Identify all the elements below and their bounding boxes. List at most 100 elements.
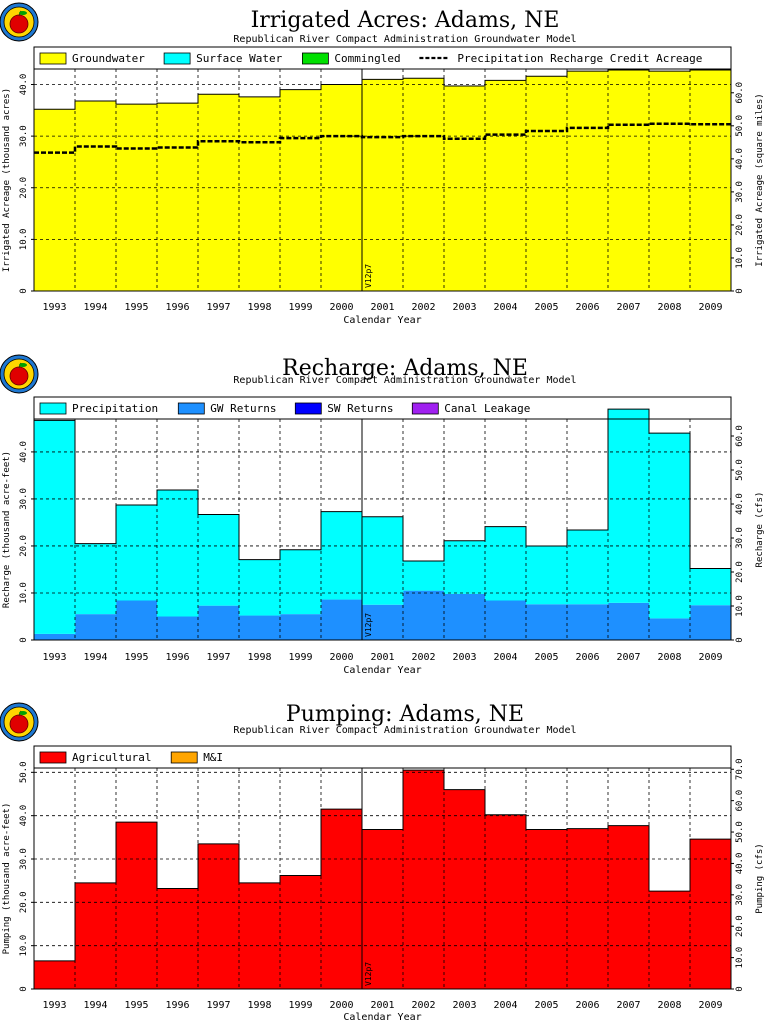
x-tick-label: 1994 [83,652,107,663]
x-tick-label: 2007 [616,302,640,313]
bar-agricultural-2008 [649,891,691,989]
bar-precipitation-2005 [526,545,568,605]
legend-label: Commingled [334,52,400,65]
bar-gw-returns-1996 [157,616,199,640]
x-tick-label: 1999 [288,652,312,663]
bar-agricultural-1998 [239,882,281,989]
bar-precipitation-2006 [567,529,609,605]
bar-precipitation-2004 [485,526,527,601]
x-tick-label: 2004 [493,302,517,313]
bar-precipitation-1996 [157,490,199,617]
y2-tick-label: 20.0 [735,214,745,236]
bar-groundwater-1999 [280,89,322,292]
x-tick-label: 2001 [370,1000,394,1011]
x-tick-label: 1994 [83,1000,107,1011]
y-tick-label: 0 [19,637,29,642]
bar-gw-returns-2004 [485,600,527,640]
y2-tick-label: 30.0 [735,527,745,549]
bar-groundwater-2005 [526,76,568,291]
y2-tick-label: 10.0 [735,947,745,969]
y2-axis-label: Pumping (cfs) [755,843,765,913]
y2-tick-label: 40.0 [735,853,745,875]
plot-frame [33,46,732,292]
bar-gw-returns-1997 [198,605,240,640]
y-tick-label: 30.0 [19,848,29,870]
y-tick-label: 10.0 [19,229,29,251]
bar-gw-returns-2003 [444,593,486,640]
legend-item: SW Returns [294,402,394,415]
bar-groundwater-1997 [198,94,240,292]
chart-subtitle: Republican River Compact Administration … [233,375,576,386]
bar-gw-returns-1993 [34,633,76,640]
bar-precipitation-2007 [608,409,650,603]
x-tick-label: 2001 [370,302,394,313]
x-axis-label: Calendar Year [343,315,421,326]
x-tick-label: 2009 [698,1000,722,1011]
y-axis-label: Recharge (thousand acre-feet) [2,451,12,608]
bar-gw-returns-2007 [608,602,650,640]
x-tick-label: 2003 [452,1000,476,1011]
x-tick-label: 2002 [411,1000,435,1011]
y2-tick-label: 70.0 [735,758,745,780]
x-tick-label: 1997 [206,302,230,313]
bar-groundwater-1995 [116,104,158,291]
plot-frame [33,745,732,990]
bar-precipitation-2009 [690,568,732,606]
bar-agricultural-2003 [444,789,486,989]
x-tick-label: 1996 [165,1000,189,1011]
apple-icon [9,714,29,734]
bar-gw-returns-2002 [403,590,445,640]
y2-tick-label: 60.0 [735,82,745,104]
bar-agricultural-2007 [608,825,650,989]
bar-agricultural-1999 [280,875,322,989]
y-tick-label: 0 [19,986,29,991]
x-axis-label: Calendar Year [343,665,421,676]
apple-icon [9,366,29,386]
bar-agricultural-1996 [157,888,199,989]
legend-item: Groundwater [39,52,145,65]
bar-groundwater-1996 [157,103,199,291]
y-tick-label: 20.0 [19,891,29,913]
version-marker-label: V12p7 [364,613,373,637]
bar-gw-returns-2006 [567,604,609,640]
bar-gw-returns-1994 [75,614,117,640]
bar-groundwater-2008 [649,71,691,291]
legend-swatch [163,52,191,65]
bar-precipitation-1997 [198,514,240,606]
x-tick-label: 1998 [247,1000,271,1011]
bar-agricultural-2005 [526,829,568,989]
bar-agricultural-1994 [75,882,117,989]
y-tick-label: 40.0 [19,74,29,96]
legend-swatch [294,402,322,415]
legend-swatch [39,751,67,764]
legend-label: Agricultural [72,751,151,764]
x-tick-label: 1993 [42,302,66,313]
x-tick-label: 2007 [616,652,640,663]
logo-icon [0,702,39,742]
bar-precipitation-1993 [34,420,76,634]
apple-leaf-icon [19,711,27,715]
x-tick-label: 2005 [534,1000,558,1011]
y2-tick-label: 20.0 [735,915,745,937]
x-tick-label: 2005 [534,652,558,663]
bar-agricultural-1995 [116,822,158,989]
chart-title: Irrigated Acres: Adams, NE [251,8,560,33]
bar-groundwater-2002 [403,78,445,291]
x-tick-label: 2003 [452,652,476,663]
bar-agricultural-2002 [403,770,445,989]
x-tick-label: 1993 [42,652,66,663]
x-tick-label: 1997 [206,652,230,663]
chart-title: Recharge: Adams, NE [282,356,528,381]
precip-credit-line [34,122,731,154]
legend-item: Canal Leakage [411,402,530,415]
y2-tick-label: 40.0 [735,148,745,170]
legend-swatch [177,402,205,415]
bar-groundwater-2007 [608,70,650,291]
x-tick-label: 2006 [575,302,599,313]
legend-swatch [39,52,67,65]
y2-tick-label: 40.0 [735,493,745,515]
chart-subtitle: Republican River Compact Administration … [233,725,576,736]
y2-tick-label: 20.0 [735,561,745,583]
x-tick-label: 2000 [329,652,353,663]
